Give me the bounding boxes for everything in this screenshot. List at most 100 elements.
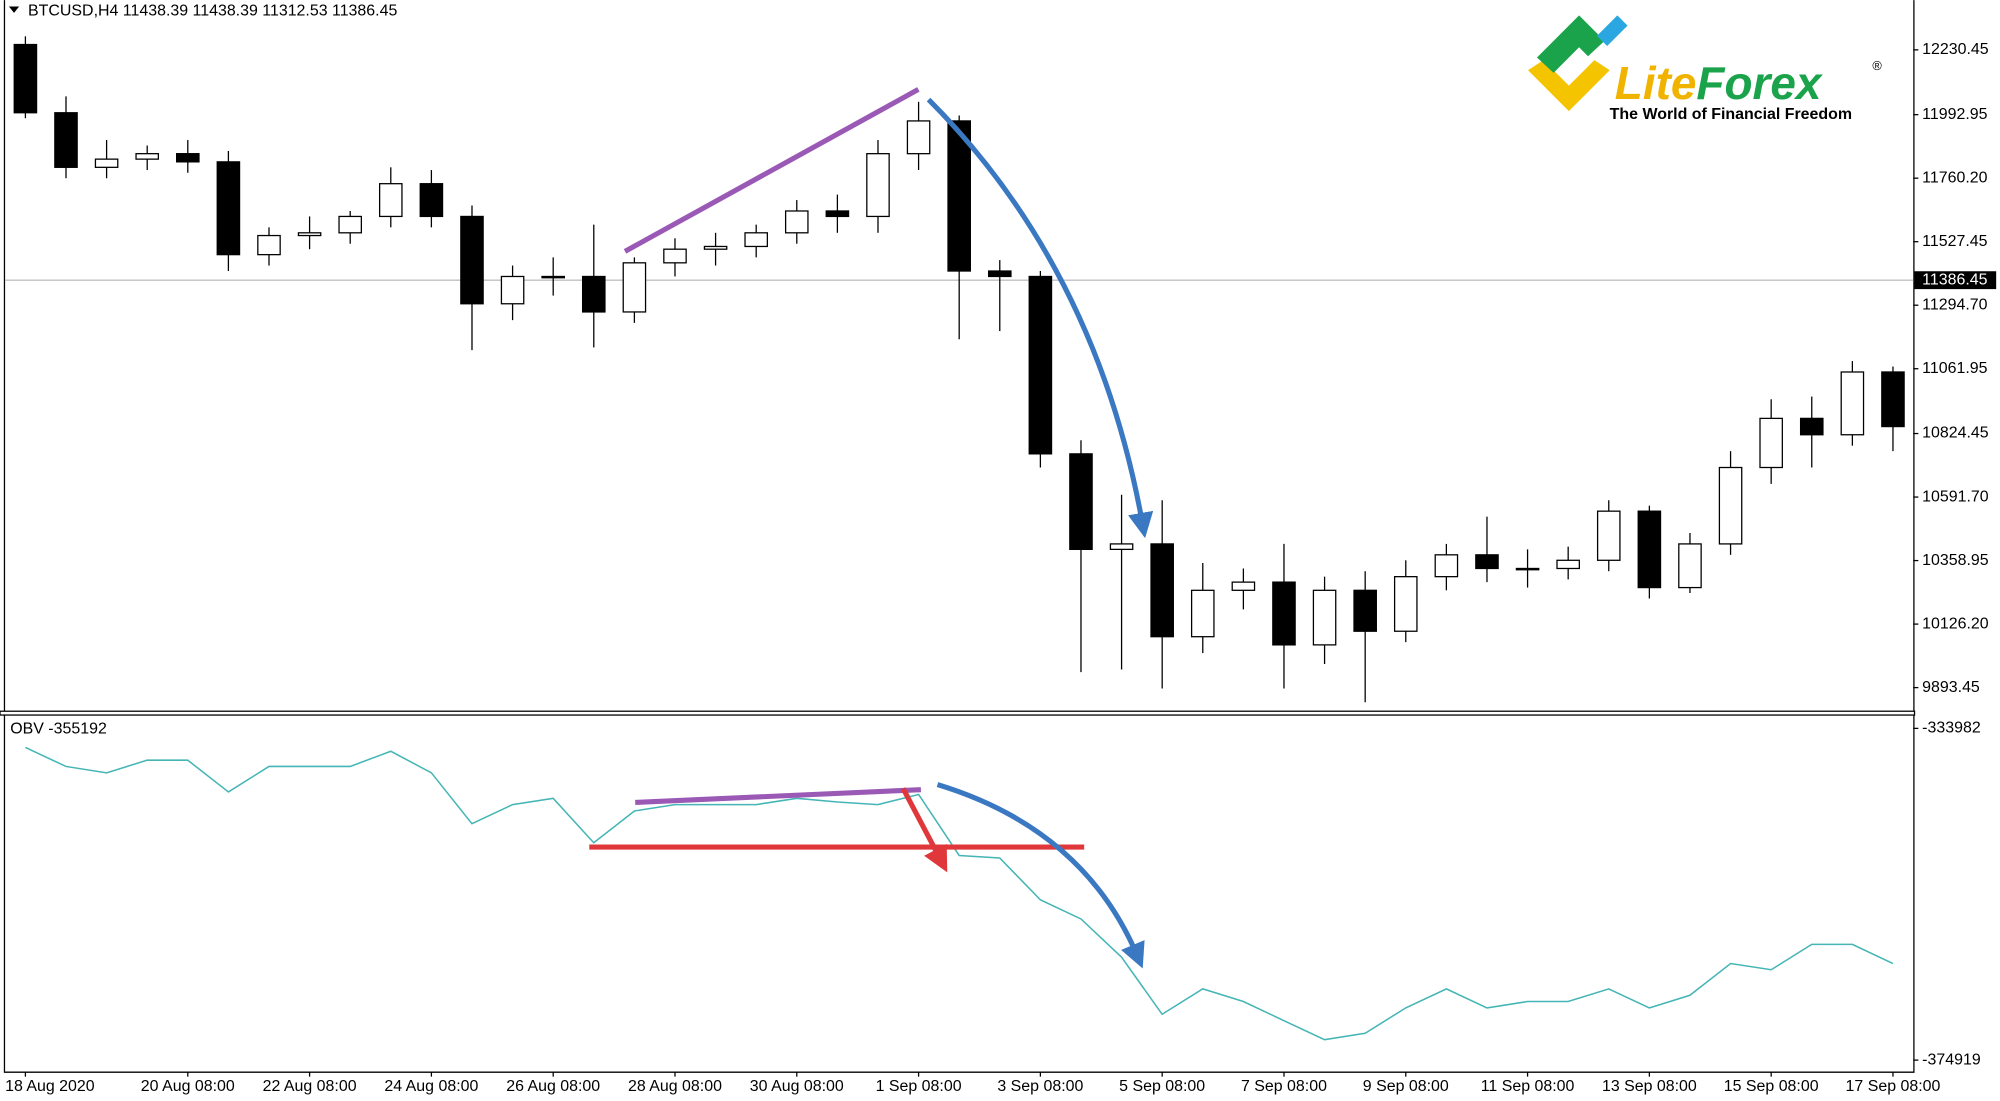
y-tick-label: 11527.45 [1922,233,1987,250]
candle-body [54,112,78,168]
logo-green [1536,15,1605,73]
candle-body [257,234,281,256]
candle-body [1434,554,1459,578]
x-tick-label: 9 Sep 08:00 [1363,1078,1449,1095]
candle-body [419,183,444,218]
candle-body [581,275,606,313]
candle-body [1150,543,1174,638]
candle-body [1718,466,1743,545]
candle-body [1759,417,1783,469]
candle-body [784,210,809,234]
candle-body [1069,453,1093,551]
y-tick-label: -374919 [1922,1051,1981,1068]
candle-body [175,153,200,163]
obv-trend-line [635,787,922,805]
y-tick-label: 9893.45 [1922,679,1980,696]
annotations [589,87,1154,969]
x-tick-label: 13 Sep 08:00 [1602,1078,1697,1095]
plot-area: 12230.45 11992.95 11760.20 11527.45 11294.70… [5,36,1997,1095]
x-tick-label: 22 Aug 08:00 [263,1078,357,1095]
candle-body [825,210,850,218]
y-tick-label: 11061.95 [1922,360,1987,377]
candle-body [1272,581,1296,646]
candle-body [1840,371,1865,436]
candle-body [622,262,647,313]
x-tick-label: 3 Sep 08:00 [997,1078,1083,1095]
last-price-label: 11386.45 [1922,271,1987,288]
logo-tagline: The World of Financial Freedom [1610,106,1852,123]
logo: LiteForex ® The World of Financial Freed… [1528,15,1882,123]
low-value: 11312.53 [262,3,327,20]
x-tick-label: 26 Aug 08:00 [506,1078,600,1095]
candle-body [947,120,971,272]
candle-body [378,183,403,218]
x-tick-label: 30 Aug 08:00 [750,1078,844,1095]
last-price-box [1914,271,1997,290]
candle-body [1799,417,1824,436]
candle-body [1109,543,1134,551]
close-value: 11386.45 [332,3,397,20]
candle-body [1596,510,1621,561]
indicator-header: OBV -355192 [10,721,107,738]
pane-separator [0,710,1916,716]
x-tick-label: 28 Aug 08:00 [628,1078,722,1095]
y-tick-label: 12230.45 [1922,41,1989,58]
y-tick-label: 10358.95 [1922,552,1989,569]
candle-body [216,161,241,256]
y-tick-label: 10591.70 [1922,488,1989,505]
candle-body [541,275,565,279]
x-tick-label: 7 Sep 08:00 [1241,1078,1327,1095]
high-value: 11438.39 [193,3,258,20]
candle-body [663,248,687,264]
logo-registered: ® [1872,58,1882,73]
symbol-title: BTCUSD,H4 [28,3,118,20]
price-drop-arrow [926,97,1154,539]
candle-body [460,215,484,305]
indicator-value: -355192 [48,721,107,738]
y-tick-label: 11992.95 [1922,106,1987,123]
candle-body [1231,581,1256,591]
candle-body [1556,559,1580,570]
price-trend-line [623,87,920,254]
candle-body [1678,543,1702,589]
y-tick-label: 10126.20 [1922,615,1989,632]
candle-body [1028,275,1053,455]
candle-body [1190,589,1215,638]
open-value: 11438.39 [123,3,188,20]
logo-brand-2: Forex [1696,57,1823,109]
x-tick-label: 11 Sep 08:00 [1481,1078,1575,1095]
chart-header: BTCUSD,H4 11438.39 11438.39 11312.53 113… [28,3,397,20]
candle-body [987,270,1012,278]
x-tick-label: 20 Aug 08:00 [141,1078,235,1095]
logo-brand-1: Lite [1615,57,1697,109]
x-tick-label: 17 Sep 08:00 [1846,1078,1941,1095]
candle-body [500,275,525,305]
y-tick-label: 11760.20 [1922,169,1987,186]
obv-drop-arrow [936,782,1145,969]
candle-body [1353,589,1377,632]
candle-body [1881,371,1905,428]
x-tick-label: 24 Aug 08:00 [384,1078,478,1095]
obv-line [25,746,1894,1041]
candle-body [135,153,160,160]
x-tick-label: 5 Sep 08:00 [1119,1078,1205,1095]
candle-body [703,245,728,250]
candle-body [338,215,362,234]
x-tick-label: 1 Sep 08:00 [876,1078,962,1095]
candle-body [297,232,322,237]
logo-brand: LiteForex [1615,57,1824,109]
candle-body [744,232,768,248]
candle-body [1312,589,1337,646]
candle-body [1393,576,1418,632]
candle-body [13,43,38,114]
y-tick-label: 11294.70 [1922,296,1987,313]
indicator-title: OBV [10,721,44,738]
symbol-menu-icon [8,6,20,13]
candle-body [1475,554,1499,570]
y-tick-label: 10824.45 [1922,425,1989,442]
x-tick-label: 18 Aug 2020 [5,1078,95,1095]
candle-body [866,153,890,218]
logo-yellow [1528,60,1610,112]
candle-body [906,120,931,155]
